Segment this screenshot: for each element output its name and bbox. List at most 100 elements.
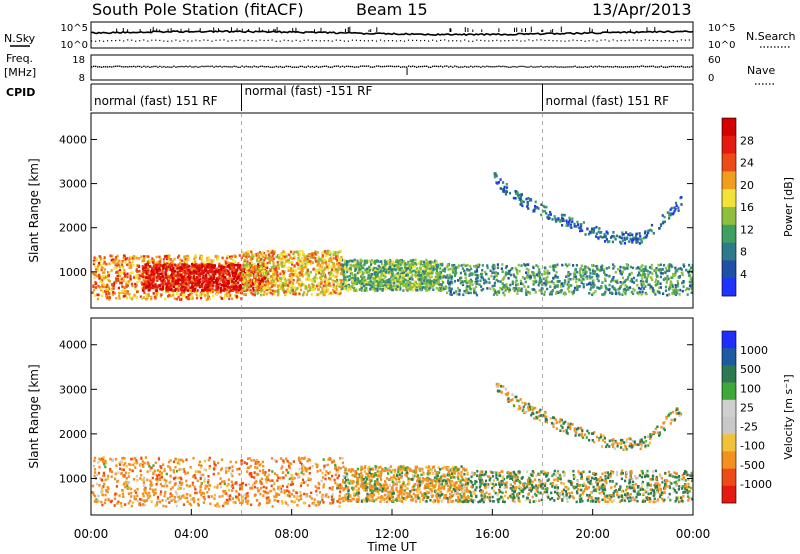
colorbar-swatch: [722, 135, 736, 154]
heatmap-region: [467, 469, 693, 504]
freq-label: Freq.: [6, 52, 33, 65]
freq-left-tick-bottom: 8: [79, 73, 85, 84]
y-tick-label: 4000: [59, 133, 87, 146]
cpid-segment-label: normal (fast) 151 RF: [546, 94, 670, 108]
y-tick-label: 4000: [59, 339, 87, 352]
power-colorbar: 4 8 12 16 20 24 28 Power [dB]: [721, 117, 795, 297]
nsearch-label: N.Search: [746, 30, 796, 43]
beam-label: Beam 15: [356, 0, 428, 19]
x-axis-label: Time UT: [366, 540, 417, 554]
colorbar-tick-label: 1000: [740, 344, 768, 357]
date-label: 13/Apr/2013: [592, 0, 692, 19]
x-tick-label: 04:00: [174, 527, 209, 541]
y-axis-label: Slant Range [km]: [27, 158, 41, 262]
nsky-label: N.Sky: [4, 32, 36, 45]
noise-panel-frame: [90, 21, 694, 49]
y-tick-label: 1000: [59, 266, 87, 279]
nsearch-trace: [91, 39, 690, 42]
colorbar-swatch: [722, 153, 736, 172]
freq-left-tick-top: 18: [72, 55, 85, 66]
colorbar-tick-label: 500: [740, 363, 761, 376]
freq-trace: [91, 65, 693, 68]
cpid-label: CPID: [6, 86, 35, 99]
colorbar-swatch: [722, 468, 736, 487]
cpid-segment-label: normal (fast) -151 RF: [245, 84, 373, 98]
heatmap-region: [241, 249, 344, 297]
velocity-panel: 1000 2000 3000 4000 Slant Range [km]: [27, 317, 694, 516]
power-panel-frame: [90, 112, 694, 309]
colorbar-tick-label: 28: [740, 134, 754, 147]
colorbar-frame: [721, 117, 737, 297]
x-tick-label: 00:00: [74, 527, 109, 541]
x-tick-label: 16:00: [475, 527, 510, 541]
heatmap-cells: [91, 382, 693, 508]
nave-right-tick-bottom: 0: [708, 73, 714, 84]
colorbar-tick-label: -500: [740, 459, 765, 472]
colorbar-tick-label: 16: [740, 201, 754, 214]
colorbar-tick-label: 12: [740, 223, 754, 236]
colorbar-swatch: [722, 189, 736, 208]
cpid-strip: normal (fast) 151 RF normal (fast) -151 R…: [90, 83, 694, 111]
colorbar-tick-label: 8: [740, 246, 747, 259]
y-tick-label: 3000: [59, 383, 87, 396]
colorbar-swatch: [722, 485, 736, 504]
colorbar-swatch: [722, 278, 736, 297]
y-tick-label: 1000: [59, 472, 87, 485]
heatmap-region: [495, 382, 683, 451]
nsky-trace: [90, 30, 693, 37]
heatmap-region: [442, 263, 693, 297]
colorbar-tick-label: -100: [740, 440, 765, 453]
x-tick-label: 12:00: [375, 527, 410, 541]
nave-right-tick-top: 60: [708, 55, 721, 66]
colorbar-swatch: [722, 331, 736, 349]
colorbar-swatch: [722, 434, 736, 452]
heatmap-cells: [91, 172, 693, 301]
nave-label: Nave: [747, 64, 775, 77]
y-tick-label: 2000: [59, 428, 87, 441]
colorbar-tick-label: -25: [740, 421, 758, 434]
heatmap-region: [341, 258, 445, 293]
colorbar-label: Velocity [m s⁻¹]: [782, 374, 795, 459]
x-tick-label: 20:00: [575, 527, 610, 541]
colorbar-swatch: [722, 417, 736, 435]
y-axis-label: Slant Range [km]: [27, 364, 41, 468]
y-tick-label: 2000: [59, 222, 87, 235]
colorbar-swatch: [722, 365, 736, 383]
power-panel: 1000 2000 3000 4000 Slant Range [km]: [27, 112, 694, 309]
colorbar-tick-label: -1000: [740, 478, 772, 491]
heatmap-region: [341, 465, 470, 504]
y-tick-label: 3000: [59, 178, 87, 191]
colorbar-tick-label: 100: [740, 382, 761, 395]
x-tick-label: 00:00: [676, 527, 711, 541]
colorbar-swatch: [722, 451, 736, 469]
heatmap-region: [493, 172, 683, 245]
noise-left-tick-top: 10^5: [61, 23, 88, 34]
colorbar-swatch: [722, 118, 736, 137]
time-axis: 00:00 04:00 08:00 12:00 16:00 20:00 00:00: [74, 509, 711, 541]
colorbar-swatch: [722, 207, 736, 226]
station-title: South Pole Station (fitACF): [92, 0, 304, 19]
colorbar-swatch: [722, 382, 736, 401]
noise-right-tick-bottom: 10^0: [708, 40, 735, 51]
colorbar-swatch: [722, 224, 736, 243]
x-tick-label: 08:00: [274, 527, 309, 541]
noise-right-tick-top: 10^5: [708, 23, 735, 34]
heatmap-region: [91, 456, 344, 508]
colorbar-tick-label: 24: [740, 157, 754, 170]
noise-left-tick-bottom: 10^0: [61, 40, 88, 51]
freq-traces: [91, 65, 693, 75]
colorbar-swatch: [722, 348, 736, 366]
colorbar-swatch: [722, 171, 736, 190]
cpid-segment-label: normal (fast) 151 RF: [94, 94, 218, 108]
colorbar-label: Power [dB]: [782, 177, 795, 237]
colorbar-swatch: [722, 242, 736, 261]
noise-traces: [90, 26, 693, 42]
colorbar-frame: [721, 330, 737, 504]
colorbar-tick-label: 4: [740, 268, 747, 281]
freq-unit-label: [MHz]: [4, 66, 36, 79]
colorbar-swatch: [722, 260, 736, 279]
colorbar-tick-label: 20: [740, 179, 754, 192]
velocity-colorbar: 1000 500 100 25 -25 -100 -500 -1000 Velocity [m …: [721, 330, 795, 504]
colorbar-tick-label: 25: [740, 401, 754, 414]
